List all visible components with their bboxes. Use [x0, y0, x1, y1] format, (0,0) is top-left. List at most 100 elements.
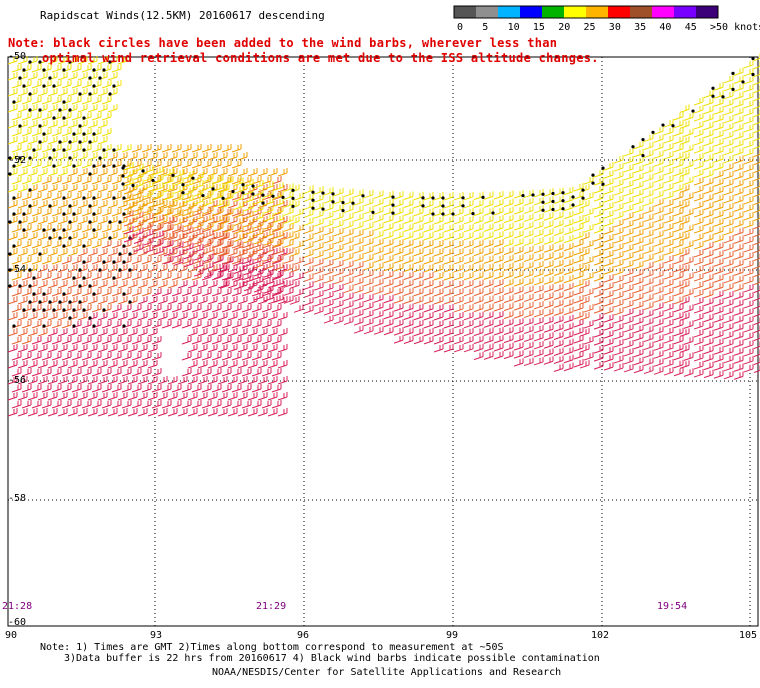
contamination-dot — [28, 268, 32, 272]
wind-barb — [177, 280, 188, 289]
wind-barb — [257, 312, 268, 321]
contamination-dot — [131, 183, 135, 188]
contamination-dot — [281, 195, 285, 199]
wind-barb — [107, 104, 118, 113]
scale-label: 40 — [659, 22, 671, 33]
wind-barb — [131, 288, 142, 297]
note-line-1: Note: black circles have been added to t… — [8, 36, 558, 50]
wind-barb — [21, 144, 32, 153]
wind-barb — [41, 256, 52, 265]
contamination-dot — [82, 260, 86, 264]
wind-barb — [241, 320, 252, 329]
contamination-dot — [62, 228, 66, 232]
wind-barb — [97, 296, 108, 305]
contamination-dot — [122, 196, 126, 200]
wind-barb — [51, 288, 62, 297]
contamination-dot — [211, 187, 215, 191]
wind-barb — [107, 264, 118, 273]
wind-barb — [97, 312, 108, 321]
scale-swatch — [652, 6, 674, 18]
contamination-dot — [112, 196, 116, 200]
wind-barb — [277, 312, 288, 321]
wind-barb — [81, 224, 92, 233]
contamination-dot — [341, 208, 345, 213]
wind-barb — [121, 304, 132, 313]
wind-barb — [167, 152, 178, 161]
contamination-dot — [102, 308, 106, 312]
wind-barb — [141, 144, 152, 153]
wind-barb — [151, 304, 162, 313]
contamination-dot — [72, 308, 76, 312]
contamination-dot — [112, 148, 116, 152]
contamination-dot — [62, 196, 66, 200]
wind-barb — [21, 272, 32, 281]
contamination-dot — [38, 60, 42, 64]
wind-barb — [77, 168, 88, 177]
wind-barb — [181, 288, 192, 297]
scale-label: 20 — [558, 22, 570, 33]
contamination-dot — [68, 140, 72, 144]
lon-label: 105 — [739, 630, 758, 641]
wind-barb — [187, 312, 198, 321]
wind-barb — [67, 248, 78, 257]
wind-barb — [27, 216, 38, 225]
wind-barb — [97, 200, 108, 209]
wind-barb — [11, 80, 22, 89]
wind-barb — [107, 200, 118, 209]
contamination-dot — [321, 191, 325, 195]
wind-barb — [87, 104, 98, 113]
wind-barb — [81, 176, 92, 185]
contamination-dot — [311, 190, 315, 194]
contamination-dot — [68, 156, 72, 160]
wind-barb — [41, 144, 52, 153]
contamination-dot — [22, 212, 26, 216]
contamination-dot — [122, 324, 126, 328]
scale-swatch — [498, 6, 520, 18]
contamination-dot — [68, 60, 72, 64]
wind-barb — [31, 160, 42, 169]
contamination-dot — [12, 164, 16, 168]
wind-barb — [31, 128, 42, 137]
contamination-dot — [78, 284, 82, 288]
contamination-dot — [82, 308, 86, 312]
wind-barb — [101, 128, 112, 137]
wind-barb — [57, 184, 68, 193]
wind-barb — [101, 96, 112, 105]
wind-barb — [71, 176, 82, 185]
wind-barb — [7, 328, 18, 337]
contamination-dot — [112, 164, 116, 168]
wind-barb — [17, 104, 28, 113]
wind-barb — [81, 80, 92, 89]
contamination-dot — [361, 194, 365, 198]
contamination-dot — [551, 207, 555, 212]
contamination-dot — [571, 195, 575, 199]
wind-barb — [41, 112, 52, 121]
wind-barb — [31, 256, 42, 265]
wind-barb — [107, 72, 118, 81]
scale-label: 0 — [457, 22, 463, 33]
contamination-dot — [62, 244, 66, 248]
wind-barb — [21, 320, 32, 329]
wind-barb — [77, 216, 88, 225]
contamination-dot — [82, 116, 86, 120]
wind-barb — [147, 312, 158, 321]
contamination-dot — [48, 204, 52, 208]
contamination-dot — [112, 276, 116, 280]
wind-barb — [77, 152, 88, 161]
wind-barb — [31, 80, 42, 89]
wind-barb — [171, 320, 182, 329]
wind-barb — [67, 328, 78, 337]
contamination-dot — [8, 156, 12, 160]
wind-barb — [7, 120, 18, 129]
wind-barb — [157, 312, 168, 321]
wind-barb — [111, 320, 122, 329]
wind-barb — [37, 232, 48, 241]
wind-barb — [217, 168, 228, 177]
contamination-dot — [122, 260, 126, 264]
wind-barb — [141, 304, 152, 313]
note-line-2: optimal wind retrieval conditions are me… — [42, 51, 599, 65]
wind-barb — [27, 136, 38, 145]
contamination-dot — [72, 276, 76, 280]
wind-barb — [7, 296, 18, 305]
wind-barb — [37, 216, 48, 225]
